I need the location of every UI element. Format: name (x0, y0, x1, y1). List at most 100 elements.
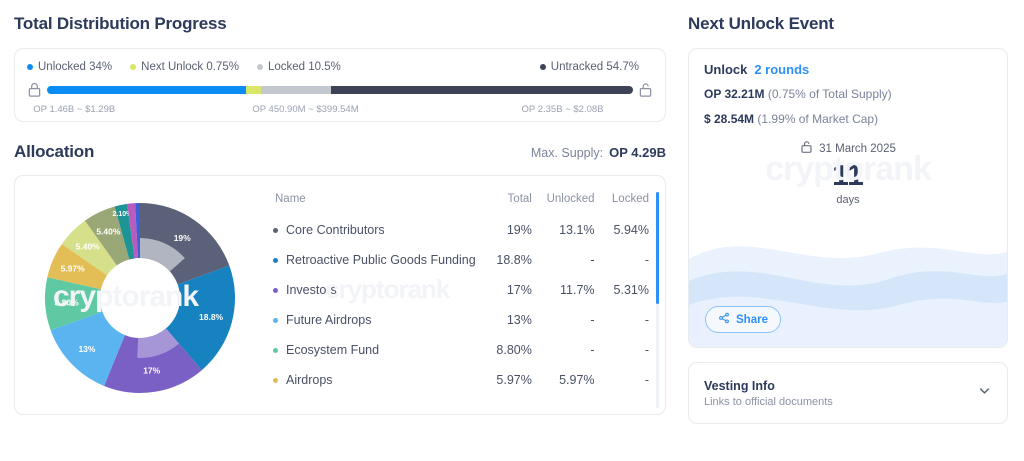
chevron-down-icon[interactable] (977, 383, 992, 403)
cell-unlocked: 11.7% (560, 283, 595, 297)
cell-total: 17% (506, 283, 532, 297)
bar-segment-untracked (331, 86, 633, 94)
legend-label-next-unlock: Next Unlock 0.75% (141, 61, 239, 73)
unlock-rounds-link[interactable]: 2 rounds (754, 62, 810, 77)
legend-dot-next-unlock (130, 64, 137, 70)
cell-name: Retroactive Public Goods Funding (273, 245, 476, 275)
sublabel-unlocked: OP 1.46B ~ $1.29B (33, 104, 116, 115)
donut-slice-label: 18.8% (199, 312, 224, 322)
allocation-header: Allocation Max. Supply: OP 4.29B (14, 142, 666, 162)
donut-slice[interactable] (84, 206, 130, 266)
share-icon (718, 312, 730, 327)
cell-total: 5.97% (496, 373, 532, 387)
cell-name: Future Airdrops (273, 305, 476, 335)
allocation-name: Core Contributors (286, 223, 385, 237)
column-header-locked[interactable]: Locked (611, 193, 649, 205)
distribution-card: Unlocked 34% Next Unlock 0.75% Locked 10… (14, 48, 666, 122)
legend-dot-unlocked (27, 64, 33, 70)
donut-slice[interactable] (127, 203, 138, 259)
table-scrollbar-thumb[interactable] (656, 192, 659, 304)
cell-locked: 5.94% (613, 223, 649, 237)
column-header-total[interactable]: Total (507, 193, 532, 205)
share-button-label: Share (736, 313, 768, 326)
allocation-table: Name Total Unlocked Locked Core Contribu… (273, 190, 649, 395)
allocation-title: Allocation (14, 142, 95, 161)
vesting-text-block: Vesting Info Links to official documents (704, 379, 833, 408)
donut-slice-label: 5.40% (76, 241, 101, 251)
donut-slice-label: 13% (78, 344, 95, 354)
table-row[interactable]: Investors 17% 11.7% 5.31% (273, 275, 649, 305)
lock-open-icon (800, 140, 813, 157)
left-column: Total Distribution Progress Unlocked 34%… (14, 14, 666, 415)
donut-slice[interactable] (135, 203, 140, 259)
vesting-info-subtitle: Links to official documents (704, 395, 833, 408)
cell-unlocked: 13.1% (559, 223, 595, 237)
donut-slice-label: 5.40% (96, 227, 121, 237)
table-row[interactable]: Airdrops 5.97% 5.97% - (273, 365, 649, 395)
unlock-usd-amount-row: $ 28.54M (1.99% of Market Cap) (704, 112, 992, 126)
bar-segment-locked (261, 86, 332, 94)
cell-locked: - (644, 253, 649, 267)
donut-slice[interactable] (44, 277, 103, 331)
max-supply: Max. Supply: OP 4.29B (531, 145, 666, 160)
allocation-color-dot (273, 347, 278, 353)
distribution-progress-bar[interactable] (47, 86, 633, 94)
legend-item-next-unlock: Next Unlock 0.75% (130, 61, 239, 73)
table-row[interactable]: Core Contributors 19% 13.1% 5.94% (273, 215, 649, 245)
unlock-token-amount-row: OP 32.21M (0.75% of Total Supply) (704, 87, 992, 101)
donut-slice[interactable] (47, 243, 108, 290)
allocation-name: Future Airdrops (286, 313, 372, 327)
legend-dot-untracked (539, 64, 546, 70)
cell-locked: 5.31% (613, 283, 649, 297)
cell-locked: - (644, 373, 649, 387)
donut-slice-label: 5.97% (61, 264, 86, 274)
donut-slice[interactable] (165, 265, 236, 371)
distribution-sublabels: OP 1.46B ~ $1.29B OP 450.90M ~ $399.54M … (27, 104, 653, 118)
distribution-legend: Unlocked 34% Next Unlock 0.75% Locked 10… (27, 59, 653, 75)
legend-label-unlocked: Unlocked 34% (38, 61, 113, 73)
legend-label-locked: Locked 10.5% (267, 61, 341, 73)
allocation-color-dot (273, 227, 278, 233)
sublabel-untracked: OP 2.35B ~ $2.08B (521, 104, 604, 115)
lock-closed-icon (27, 82, 42, 98)
max-supply-value: OP 4.29B (609, 145, 666, 160)
distribution-bar-row (27, 82, 653, 98)
share-button[interactable]: Share (705, 306, 781, 333)
cell-locked: - (644, 313, 649, 327)
column-header-name[interactable]: Name (275, 193, 306, 205)
cell-total: 13% (506, 313, 532, 327)
donut-slice-label: 17% (143, 366, 160, 376)
sublabel-next-unlock: OP 450.90M ~ $399.54M (252, 104, 359, 115)
donut-slice[interactable] (50, 311, 125, 386)
table-row[interactable]: Ecosystem Fund 8.80% - - (273, 335, 649, 365)
allocation-table-wrap: cryptorank Name Total Unlocked Locked Co… (265, 182, 665, 414)
vesting-info-card[interactable]: Vesting Info Links to official documents (688, 362, 1008, 424)
cell-unlocked: - (590, 343, 595, 357)
cell-total: 8.80% (496, 343, 532, 357)
cell-total: 19% (506, 223, 532, 237)
donut-slice-label: 19% (174, 233, 191, 243)
column-header-unlocked[interactable]: Unlocked (546, 193, 595, 205)
table-scrollbar[interactable] (656, 192, 659, 408)
donut-inner-ring-segment (137, 328, 179, 358)
donut-inner-ring-segment (140, 238, 185, 272)
table-row[interactable]: Retroactive Public Goods Funding 18.8% - - (273, 245, 649, 275)
donut-slice[interactable] (114, 203, 135, 260)
donut-slice[interactable] (61, 220, 117, 276)
table-row[interactable]: Future Airdrops 13% - - (273, 305, 649, 335)
countdown-days-value: 11 (832, 159, 864, 192)
cell-unlocked: 5.97% (559, 373, 595, 387)
next-unlock-card: Unlock 2 rounds OP 32.21M (0.75% of Total… (688, 48, 1008, 348)
table-header-row: Name Total Unlocked Locked (273, 190, 649, 215)
legend-label-untracked: Untracked 54.7% (550, 61, 639, 73)
allocation-name: Investors (286, 283, 337, 297)
allocation-donut-chart[interactable]: cryptorank 19% 18.8% 17% 13% 8.80% 5.97% 5.40%… (15, 182, 265, 414)
allocation-color-dot (273, 287, 278, 293)
countdown-date: 31 March 2025 (819, 142, 896, 155)
unlock-usd-note: (1.99% of Market Cap) (757, 112, 879, 126)
allocation-name: Airdrops (286, 373, 333, 387)
allocation-name: Retroactive Public Goods Funding (286, 253, 476, 267)
countdown-date-row: 31 March 2025 (689, 140, 1007, 157)
donut-slice-label: 2.10% (113, 211, 134, 218)
countdown-days-unit: days (836, 193, 860, 206)
